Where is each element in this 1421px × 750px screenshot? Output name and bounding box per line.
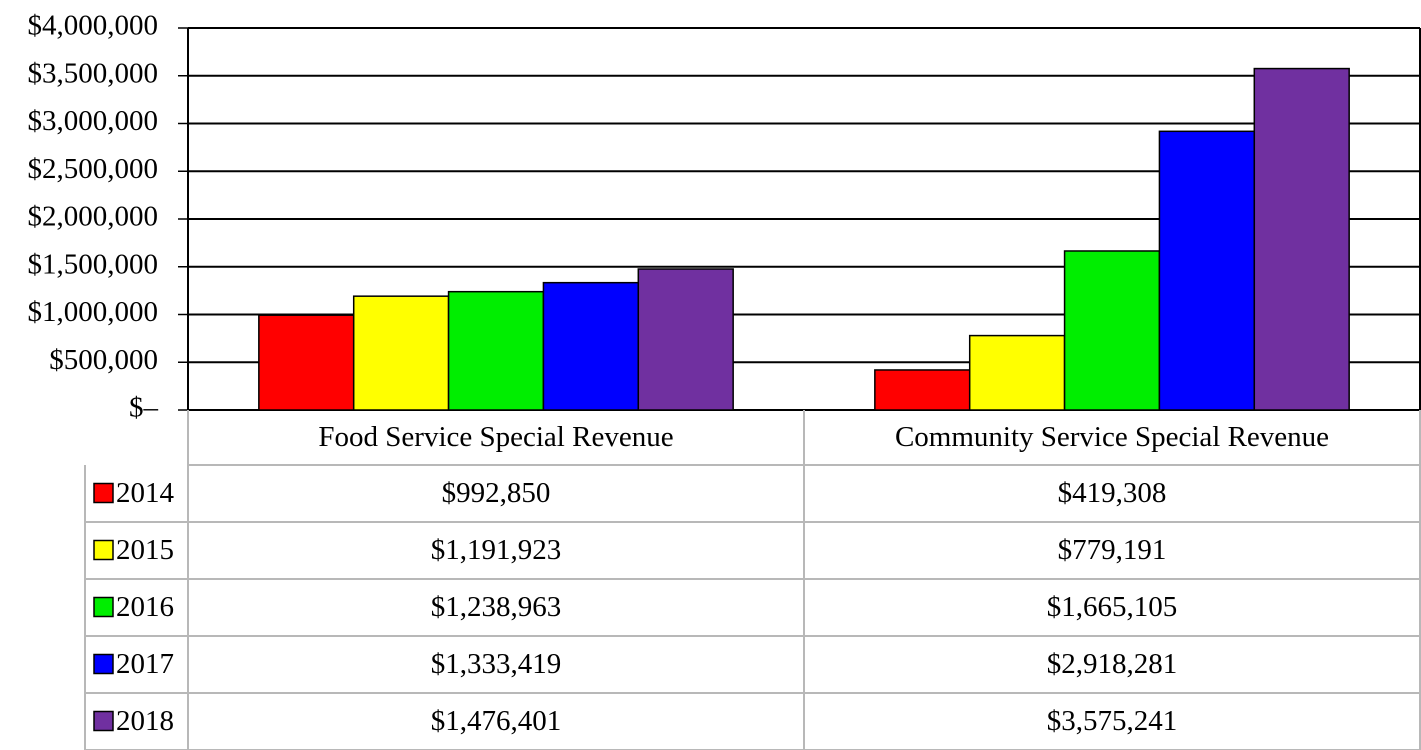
y-tick-label: $1,000,000 <box>28 296 159 328</box>
bar <box>1158 130 1256 411</box>
bar <box>447 290 545 411</box>
bar <box>542 281 640 411</box>
x-tick-label: Community Service Special Revenue <box>895 421 1329 453</box>
table-value: $992,850 <box>442 477 551 509</box>
legend-label: 2017 <box>116 648 174 680</box>
y-tick-label: $2,000,000 <box>28 201 159 233</box>
legend-label: 2018 <box>116 705 174 737</box>
y-tick-label: $2,500,000 <box>28 153 159 185</box>
table-value: $1,333,419 <box>431 648 562 680</box>
bar <box>874 369 971 411</box>
legend-label: 2015 <box>116 534 174 566</box>
y-tick-label: $4,000,000 <box>28 10 159 42</box>
y-tick-label: $1,500,000 <box>28 248 159 280</box>
y-tick-label: $500,000 <box>49 344 158 376</box>
legend-swatch <box>93 596 114 618</box>
table-value: $419,308 <box>1058 477 1167 509</box>
bar <box>352 295 450 411</box>
table-value: $1,191,923 <box>431 534 562 566</box>
table-value: $2,918,281 <box>1047 648 1178 680</box>
legend-swatch <box>93 710 114 732</box>
table-value: $1,238,963 <box>431 591 562 623</box>
table-value: $3,575,241 <box>1047 705 1178 737</box>
y-tick-label: $3,000,000 <box>28 105 159 137</box>
bar <box>1063 250 1161 411</box>
legend-label: 2016 <box>116 591 174 623</box>
table-value: $779,191 <box>1058 534 1167 566</box>
y-tick-label: $3,500,000 <box>28 57 159 89</box>
bar <box>968 334 1066 411</box>
x-tick-label: Food Service Special Revenue <box>318 421 673 453</box>
bar <box>1253 67 1350 411</box>
bar <box>258 314 355 411</box>
legend-swatch <box>93 482 114 504</box>
legend-swatch <box>93 653 114 675</box>
legend-label: 2014 <box>116 477 175 509</box>
y-tick-label: $– <box>129 392 159 424</box>
table-value: $1,665,105 <box>1047 591 1178 623</box>
bar <box>637 268 734 411</box>
legend-swatch <box>93 539 114 561</box>
table-value: $1,476,401 <box>431 705 562 737</box>
